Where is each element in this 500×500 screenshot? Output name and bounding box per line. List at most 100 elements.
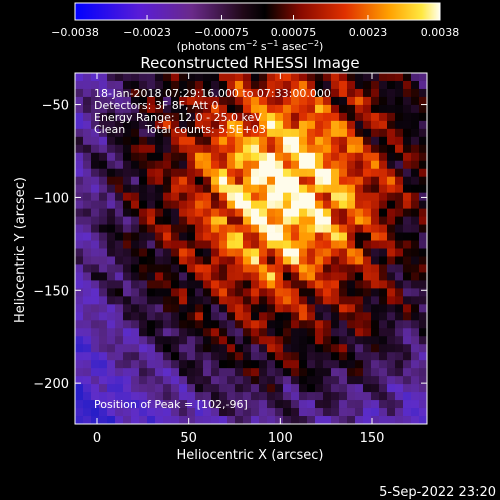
- y-tick-label: −200: [33, 377, 69, 392]
- heatmap-cell: [339, 136, 348, 146]
- heatmap-cell: [307, 184, 316, 194]
- heatmap-cell: [91, 352, 100, 361]
- heatmap-cell: [203, 336, 212, 345]
- heatmap-cell: [139, 160, 148, 170]
- heatmap-cell: [163, 384, 172, 393]
- heatmap-cell: [115, 160, 124, 170]
- heatmap-cell: [363, 264, 372, 273]
- heatmap-cell: [187, 128, 196, 138]
- heatmap-cell: [259, 200, 268, 210]
- heatmap-cell: [131, 360, 140, 369]
- heatmap-cell: [163, 208, 172, 217]
- heatmap-cell: [155, 344, 164, 353]
- heatmap-cell: [219, 120, 228, 130]
- heatmap-cell: [283, 144, 292, 154]
- heatmap-cell: [163, 328, 172, 337]
- heatmap-cell: [347, 120, 356, 130]
- heatmap-cell: [211, 80, 220, 90]
- heatmap-cell: [179, 176, 188, 186]
- heatmap-cell: [251, 416, 260, 425]
- heatmap-cell: [179, 200, 188, 210]
- heatmap-cell: [267, 152, 276, 162]
- x-tick-label: 100: [268, 431, 293, 446]
- heatmap-cell: [299, 232, 308, 241]
- heatmap-cell: [403, 96, 412, 106]
- heatmap-cell: [107, 216, 116, 225]
- heatmap-cell: [315, 96, 324, 106]
- heatmap-cell: [411, 88, 420, 98]
- heatmap-cell: [291, 240, 300, 249]
- heatmap-cell: [267, 240, 276, 249]
- heatmap-cell: [91, 88, 100, 98]
- heatmap-cell: [419, 216, 428, 225]
- heatmap-cell: [179, 352, 188, 361]
- heatmap-cell: [91, 360, 100, 369]
- heatmap-cell: [75, 296, 84, 305]
- heatmap-cell: [411, 288, 420, 297]
- heatmap-cell: [259, 176, 268, 186]
- heatmap-cell: [251, 272, 260, 281]
- heatmap-cell: [291, 344, 300, 353]
- heatmap-cell: [131, 73, 140, 82]
- heatmap-cell: [259, 104, 268, 114]
- heatmap-cell: [187, 112, 196, 122]
- heatmap-cell: [339, 400, 348, 409]
- heatmap-cell: [243, 136, 252, 146]
- heatmap-cell: [395, 256, 404, 265]
- heatmap-cell: [235, 400, 244, 409]
- heatmap-cell: [363, 272, 372, 281]
- heatmap-cell: [251, 280, 260, 289]
- heatmap-cell: [307, 360, 316, 369]
- heatmap-cell: [107, 288, 116, 297]
- heatmap-cell: [419, 96, 428, 106]
- heatmap-cell: [331, 384, 340, 393]
- heatmap-cell: [187, 200, 196, 210]
- heatmap-cell: [307, 208, 316, 217]
- heatmap-cell: [83, 120, 92, 130]
- heatmap-cell: [203, 376, 212, 385]
- heatmap-cell: [275, 136, 284, 146]
- heatmap-cell: [131, 376, 140, 385]
- heatmap-cell: [251, 80, 260, 90]
- heatmap-cell: [211, 152, 220, 162]
- heatmap-cell: [123, 224, 132, 233]
- heatmap-cell: [387, 216, 396, 225]
- heatmap-cell: [307, 320, 316, 329]
- heatmap-cell: [251, 184, 260, 194]
- heatmap-cell: [267, 232, 276, 241]
- heatmap-cell: [251, 304, 260, 313]
- heatmap-cell: [235, 288, 244, 297]
- heatmap-cell: [227, 232, 236, 241]
- heatmap-cell: [123, 248, 132, 257]
- heatmap-cell: [219, 160, 228, 170]
- heatmap-cell: [419, 128, 428, 138]
- heatmap-cell: [211, 264, 220, 273]
- heatmap-cell: [171, 216, 180, 225]
- heatmap-cell: [147, 344, 156, 353]
- heatmap-cell: [251, 128, 260, 138]
- heatmap-cell: [91, 216, 100, 225]
- heatmap-cell: [395, 304, 404, 313]
- heatmap-cell: [83, 168, 92, 178]
- heatmap-cell: [371, 384, 380, 393]
- heatmap-cell: [363, 416, 372, 425]
- heatmap-cell: [211, 304, 220, 313]
- heatmap-cell: [395, 280, 404, 289]
- heatmap-cell: [187, 328, 196, 337]
- heatmap-cell: [355, 224, 364, 233]
- heatmap-cell: [171, 160, 180, 170]
- heatmap-cell: [243, 288, 252, 297]
- heatmap-cell: [75, 328, 84, 337]
- heatmap-cell: [275, 176, 284, 186]
- heatmap-cell: [83, 312, 92, 321]
- heatmap-cell: [331, 152, 340, 162]
- heatmap-cell: [411, 176, 420, 186]
- heatmap-cell: [347, 176, 356, 186]
- heatmap-cell: [243, 88, 252, 98]
- heatmap-cell: [75, 280, 84, 289]
- heatmap-cell: [355, 304, 364, 313]
- heatmap-cell: [171, 104, 180, 114]
- heatmap-cell: [259, 344, 268, 353]
- heatmap-cell: [323, 280, 332, 289]
- heatmap-cell: [99, 296, 108, 305]
